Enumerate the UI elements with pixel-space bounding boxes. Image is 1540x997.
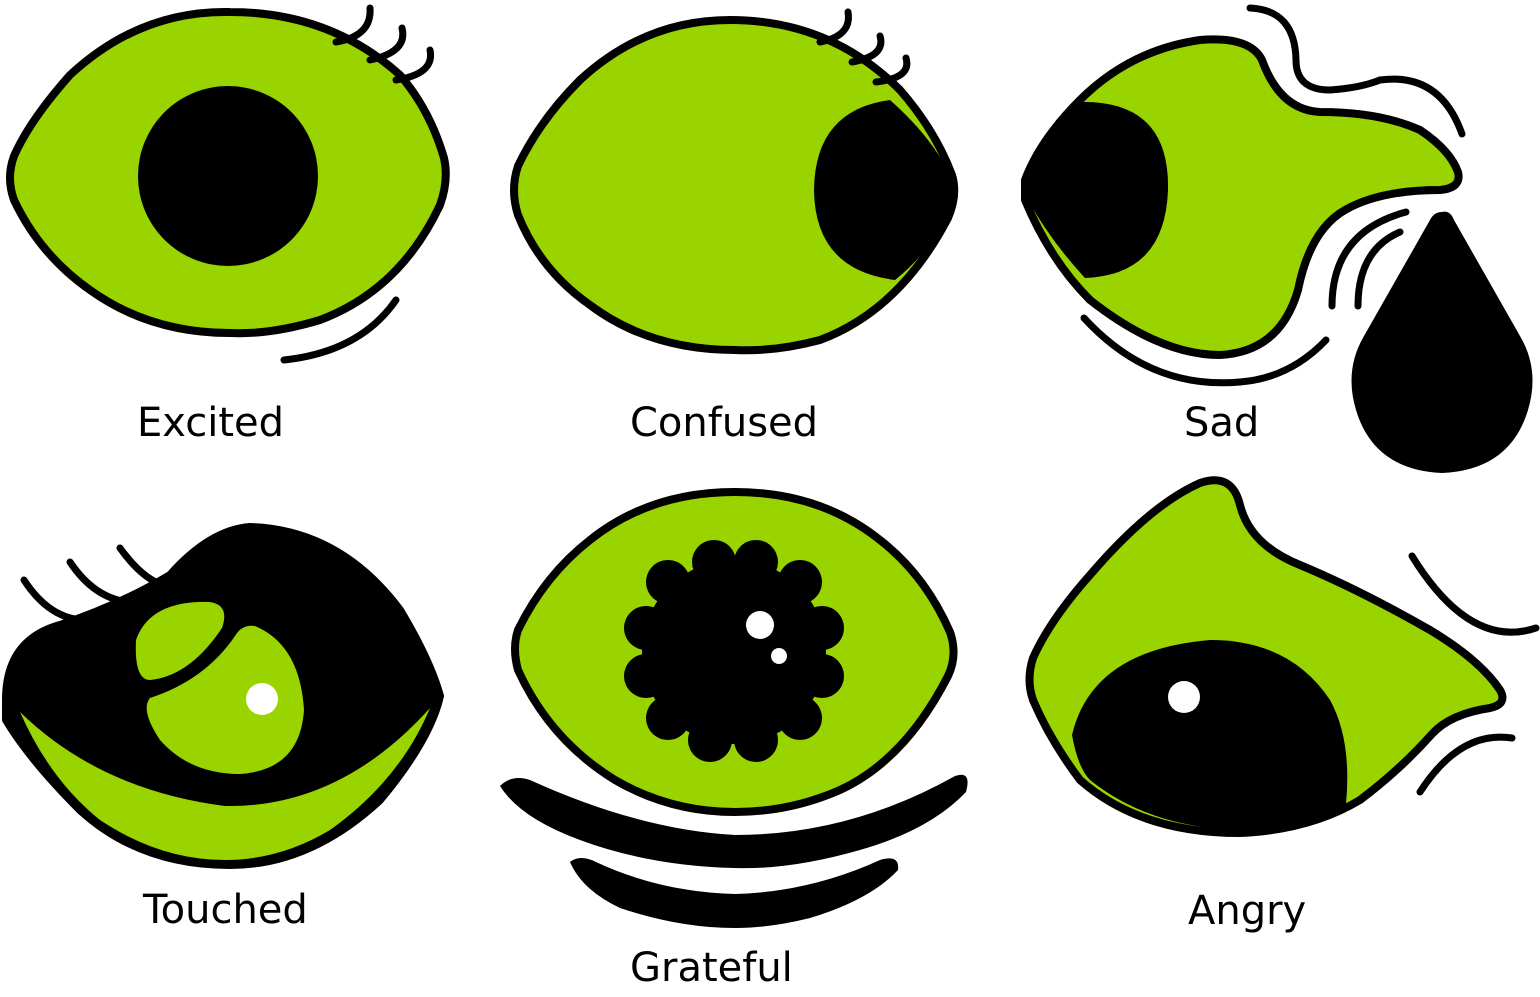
sad-under-lash-2 bbox=[1354, 228, 1404, 310]
sad-under-lash-1 bbox=[1328, 208, 1410, 310]
sad-upper-wrinkle-2 bbox=[1376, 75, 1466, 138]
sad-teardrop bbox=[1351, 211, 1533, 473]
sad-upper-wrinkle-1 bbox=[1246, 4, 1384, 94]
excited-lower-lash bbox=[280, 296, 400, 364]
grateful-highlight-small bbox=[771, 648, 787, 664]
label-grateful: Grateful bbox=[630, 945, 793, 991]
excited-eye bbox=[6, 4, 450, 364]
confused-lash-1 bbox=[816, 8, 852, 46]
label-sad: Sad bbox=[1184, 400, 1260, 446]
touched-lash-3 bbox=[116, 544, 164, 588]
angry-highlight bbox=[1168, 681, 1200, 713]
excited-lash-2 bbox=[366, 24, 407, 64]
confused-pupil bbox=[814, 100, 955, 280]
label-touched: Touched bbox=[143, 887, 308, 933]
grateful-eye bbox=[500, 488, 968, 928]
touched-highlight bbox=[246, 683, 278, 715]
touched-iris-reflection bbox=[135, 601, 225, 680]
sad-pupil bbox=[1024, 101, 1169, 279]
touched-lower-lid bbox=[20, 708, 430, 860]
excited-lash-3 bbox=[392, 46, 435, 84]
grateful-highlight-large bbox=[746, 611, 774, 639]
grateful-lower-crease-2 bbox=[570, 858, 899, 928]
touched-lash-1 bbox=[20, 576, 90, 624]
touched-iris bbox=[146, 625, 304, 774]
angry-lash-lower bbox=[1416, 733, 1516, 796]
angry-pupil bbox=[1072, 640, 1348, 830]
grateful-pupil bbox=[624, 540, 844, 762]
label-angry: Angry bbox=[1188, 888, 1307, 934]
confused-lash-3 bbox=[872, 54, 911, 86]
touched-lash-2 bbox=[66, 558, 132, 606]
confused-eye bbox=[510, 8, 959, 355]
sad-under-lash-3 bbox=[1080, 314, 1330, 387]
grateful-lower-crease-1 bbox=[500, 774, 968, 869]
confused-lash-2 bbox=[848, 32, 885, 66]
label-confused: Confused bbox=[630, 400, 819, 446]
excited-lash-1 bbox=[332, 4, 374, 46]
excited-pupil bbox=[138, 86, 318, 266]
angry-lash-upper bbox=[1408, 552, 1540, 636]
angry-eye bbox=[1025, 476, 1540, 837]
touched-eye bbox=[2, 523, 444, 869]
sad-eye bbox=[1021, 4, 1533, 473]
label-excited: Excited bbox=[137, 400, 285, 446]
